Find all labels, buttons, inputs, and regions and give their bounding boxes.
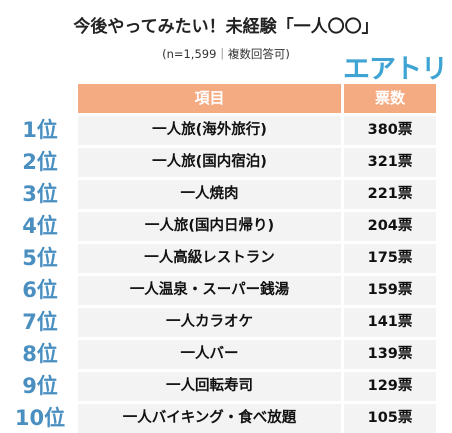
rank-label: 8位 bbox=[22, 342, 58, 366]
sample-note: (n=1,599｜複数回答可) bbox=[162, 47, 290, 61]
item-cell: 一人旅(国内日帰り) bbox=[78, 212, 341, 241]
votes-cell: 105票 bbox=[344, 404, 436, 433]
item-cell: 一人カラオケ bbox=[78, 308, 341, 337]
item-cell: 一人温泉・スーパー銭湯 bbox=[78, 276, 341, 305]
rank-label: 1位 bbox=[22, 118, 58, 142]
votes-cell: 204票 bbox=[344, 212, 436, 241]
votes-cell: 221票 bbox=[344, 180, 436, 209]
table-row: 10位 一人バイキング・食べ放題 105票 bbox=[0, 404, 452, 433]
rank-label: 5位 bbox=[22, 246, 58, 270]
rank-label: 10位 bbox=[14, 406, 66, 430]
header-item: 項目 bbox=[78, 84, 341, 113]
table-row: 3位 一人焼肉 221票 bbox=[0, 180, 452, 209]
rank-label: 6位 bbox=[22, 278, 58, 302]
votes-cell: 141票 bbox=[344, 308, 436, 337]
item-cell: 一人旅(海外旅行) bbox=[78, 116, 341, 145]
table-row: 4位 一人旅(国内日帰り) 204票 bbox=[0, 212, 452, 241]
chart-title: 今後やってみたい！未経験「一人〇〇」 bbox=[73, 17, 379, 37]
table-row: 8位 一人バー 139票 bbox=[0, 340, 452, 369]
table-row: 6位 一人温泉・スーパー銭湯 159票 bbox=[0, 276, 452, 305]
item-cell: 一人回転寿司 bbox=[78, 372, 341, 401]
rank-label: 9位 bbox=[22, 374, 58, 398]
item-cell: 一人焼肉 bbox=[78, 180, 341, 209]
votes-cell: 139票 bbox=[344, 340, 436, 369]
item-cell: 一人高級レストラン bbox=[78, 244, 341, 273]
header-votes: 票数 bbox=[344, 84, 436, 113]
rank-label: 3位 bbox=[22, 182, 58, 206]
rank-label: 7位 bbox=[22, 310, 58, 334]
rank-label: 2位 bbox=[22, 150, 58, 174]
table-row: 2位 一人旅(国内宿泊) 321票 bbox=[0, 148, 452, 177]
table-header: 項目 票数 bbox=[0, 84, 452, 113]
votes-cell: 321票 bbox=[344, 148, 436, 177]
votes-cell: 159票 bbox=[344, 276, 436, 305]
votes-cell: 380票 bbox=[344, 116, 436, 145]
votes-cell: 129票 bbox=[344, 372, 436, 401]
votes-cell: 175票 bbox=[344, 244, 436, 273]
item-cell: 一人旅(国内宿泊) bbox=[78, 148, 341, 177]
table-row: 7位 一人カラオケ 141票 bbox=[0, 308, 452, 337]
table-row: 9位 一人回転寿司 129票 bbox=[0, 372, 452, 401]
item-cell: 一人バイキング・食べ放題 bbox=[78, 404, 341, 433]
table-row: 5位 一人高級レストラン 175票 bbox=[0, 244, 452, 273]
brand-logo: エアトリ bbox=[343, 54, 448, 85]
item-cell: 一人バー bbox=[78, 340, 341, 369]
rank-label: 4位 bbox=[22, 214, 58, 238]
table-row: 1位 一人旅(海外旅行) 380票 bbox=[0, 116, 452, 145]
